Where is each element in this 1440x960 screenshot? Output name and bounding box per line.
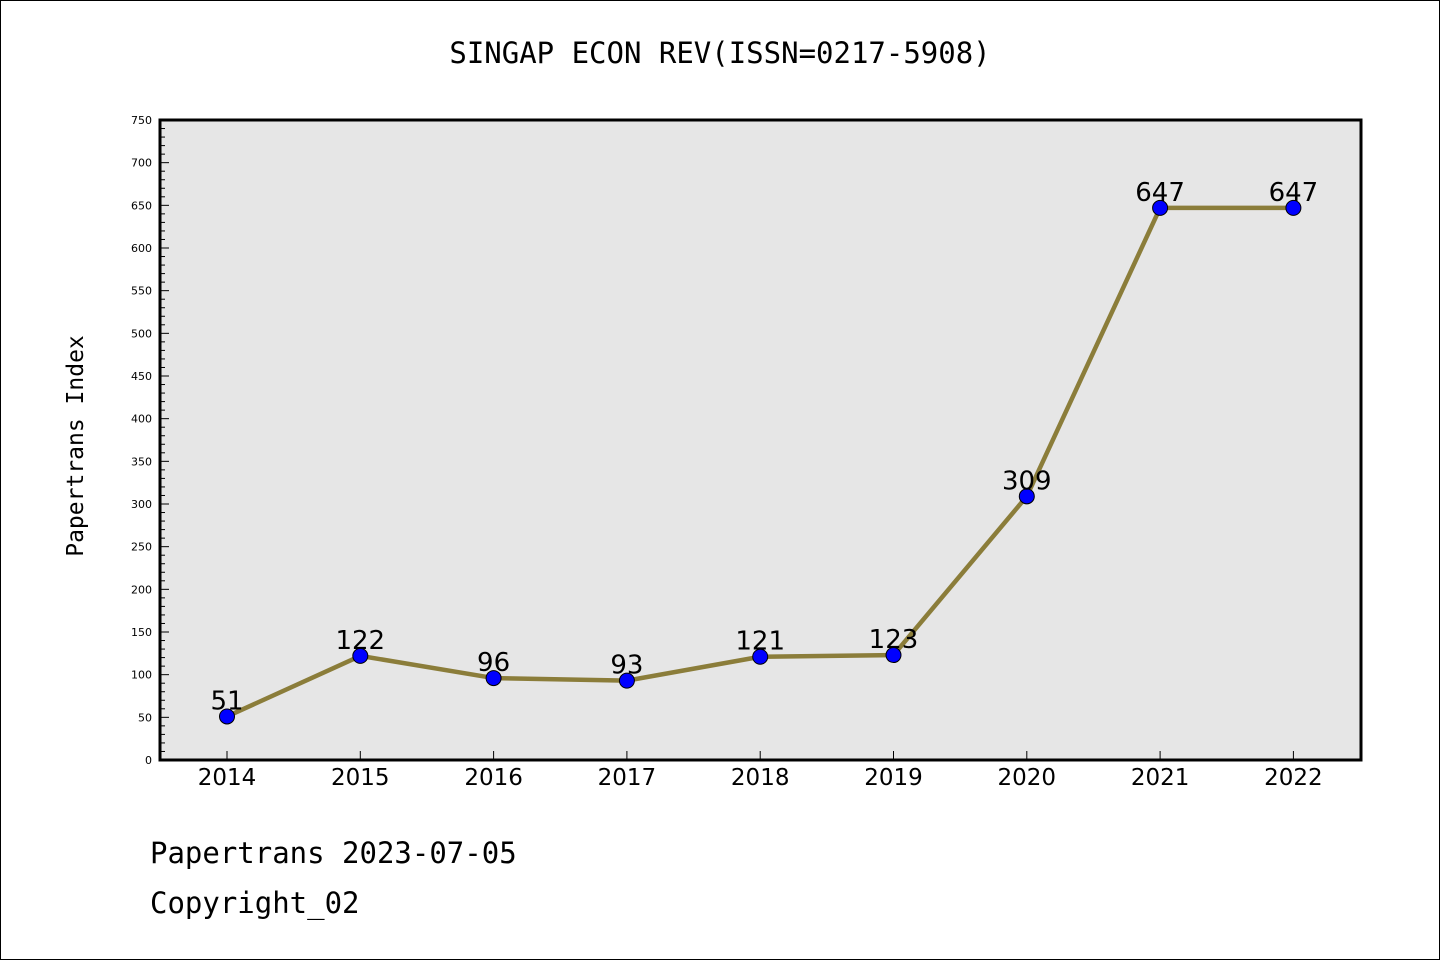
x-tick-label: 2021 xyxy=(1131,765,1190,791)
y-tick-label: 0 xyxy=(145,754,152,767)
x-tick-label: 2019 xyxy=(864,765,923,791)
y-tick-label: 550 xyxy=(131,285,152,298)
x-tick-label: 2017 xyxy=(598,765,657,791)
data-labels: 51 122 96 93 121 123 309 647 647 xyxy=(210,178,1318,717)
y-tick-label: 400 xyxy=(131,413,152,426)
x-tick-label: 2016 xyxy=(464,765,523,791)
x-tick-label: 2018 xyxy=(731,765,790,791)
y-tick-label: 750 xyxy=(131,114,152,127)
data-point xyxy=(618,672,635,689)
data-point xyxy=(485,670,502,687)
data-point xyxy=(885,647,902,664)
data-point xyxy=(219,708,235,725)
y-tick-label: 100 xyxy=(131,669,152,682)
y-tick-label: 500 xyxy=(131,327,152,340)
y-tick-label: 200 xyxy=(131,583,152,596)
x-tick-label: 2020 xyxy=(998,765,1057,791)
data-label: 309 xyxy=(1002,466,1052,496)
data-point xyxy=(752,648,769,665)
data-point xyxy=(352,647,369,664)
x-tick-label: 2014 xyxy=(198,765,257,791)
y-tick-label: 350 xyxy=(131,455,152,468)
y-axis: 0 50 100 150 200 250 300 350 400 450 500 550 600 650 7… xyxy=(131,114,169,767)
y-tick-label: 700 xyxy=(131,157,152,170)
data-point xyxy=(1285,199,1302,216)
footer-copyright: Copyright_02 xyxy=(150,886,360,920)
y-tick-label: 450 xyxy=(131,370,152,383)
data-label: 647 xyxy=(1269,178,1319,208)
series xyxy=(219,199,1302,725)
y-tick-label: 50 xyxy=(138,711,152,724)
data-label: 121 xyxy=(735,627,785,657)
y-tick-label: 150 xyxy=(131,626,152,639)
data-label: 122 xyxy=(335,626,385,656)
x-axis: 2014 2015 2016 2017 2018 2019 2020 2021 2022 xyxy=(198,751,1323,791)
y-tick-label: 600 xyxy=(131,242,152,255)
y-tick-label: 250 xyxy=(131,541,152,554)
data-label: 93 xyxy=(610,651,643,681)
data-point xyxy=(1018,488,1035,505)
data-label: 96 xyxy=(477,648,510,678)
data-label: 647 xyxy=(1135,178,1185,208)
chart-title: SINGAP ECON REV(ISSN=0217-5908) xyxy=(449,36,991,70)
x-tick-label: 2022 xyxy=(1264,765,1323,791)
data-label: 123 xyxy=(869,625,919,655)
x-tick-label: 2015 xyxy=(331,765,390,791)
y-tick-label: 650 xyxy=(131,199,152,212)
footer-date: Papertrans 2023-07-05 xyxy=(150,836,517,870)
y-tick-label: 300 xyxy=(131,498,152,511)
data-label: 51 xyxy=(210,686,243,716)
data-point xyxy=(1152,199,1169,216)
